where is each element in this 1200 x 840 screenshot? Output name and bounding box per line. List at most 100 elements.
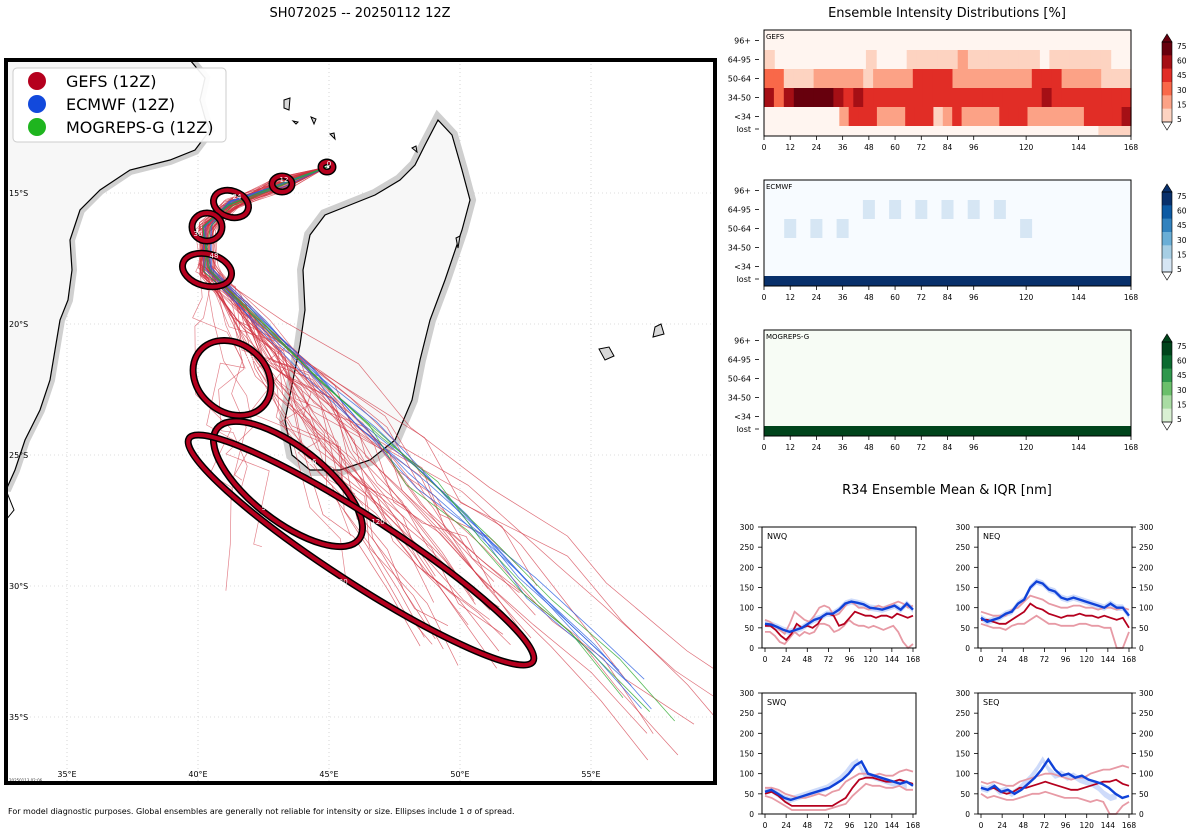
heatmap-cell-lost — [764, 276, 1131, 286]
legend-label-gefs: GEFS (12Z) — [66, 72, 156, 91]
uncertainty-ellipses — [178, 158, 538, 669]
r34-x-tick: 72 — [824, 655, 834, 664]
r34-y-tick: 300 — [956, 689, 971, 698]
lat-label: 30°S — [9, 582, 28, 591]
heatmap-cell — [784, 219, 797, 238]
r34-y-tick: 0 — [965, 810, 970, 819]
heatmap-x-tick: 36 — [838, 143, 848, 152]
colorbar-tick: 60 — [1177, 207, 1187, 216]
heatmap-cell — [971, 107, 981, 126]
heatmap-cell — [813, 69, 825, 88]
heatmap-cell — [952, 107, 963, 126]
heatmap-ecmwf: ECMWF 96+ 64-95 50-64 34-50 <34 lost 0 12 24 36 48 6… — [728, 179, 1187, 302]
heatmap-cell — [1020, 219, 1033, 238]
lon-label: 35°E — [57, 770, 76, 779]
heatmap-cell — [952, 69, 963, 88]
r34-x-tick: 168 — [906, 821, 921, 830]
heatmap-x-tick: 48 — [864, 293, 874, 302]
r34-x-tick: 168 — [906, 655, 921, 664]
tau-label: 12 — [280, 176, 289, 184]
heatmap-cell — [1083, 107, 1094, 126]
heatmap-cell — [1036, 107, 1047, 126]
tau-labels: 0 12 24 36 48 72 96 96 120 120 — [194, 160, 385, 586]
colorbar-tick: 5 — [1177, 115, 1182, 124]
heatmap-cell — [957, 50, 969, 69]
lon-label: 50°E — [450, 770, 469, 779]
ensemble-track — [203, 166, 654, 734]
ensemble-track — [201, 166, 356, 495]
r34-x-tick: 120 — [1080, 821, 1095, 830]
heatmap-cell — [980, 107, 991, 126]
heatmap-cell — [883, 88, 894, 107]
heatmap-cell — [833, 69, 844, 88]
small-islands — [283, 97, 665, 361]
ensemble-track — [194, 166, 351, 536]
colorbar-tick: 75 — [1177, 342, 1187, 351]
r34-y-tick: 250 — [956, 543, 971, 552]
tau-label: 120 — [334, 578, 347, 586]
heatmap-cell — [906, 50, 918, 69]
r34-y-tick: 100 — [740, 770, 755, 779]
r34-x-tick: 168 — [1122, 655, 1137, 664]
heatmap-cell — [1101, 69, 1112, 88]
heatmap-cell — [1059, 50, 1071, 69]
r34-title: R34 Ensemble Mean & IQR [nm] — [842, 483, 1052, 498]
colorbar-tick: 75 — [1177, 42, 1187, 51]
heatmap-cell — [947, 50, 959, 69]
r34-x-tick: 48 — [803, 655, 813, 664]
lat-labels: 15°S 20°S 25°S 30°S 35°S — [9, 189, 28, 722]
ensemble-track — [201, 166, 500, 652]
heatmap-cell — [1041, 69, 1053, 88]
tau-label: 72 — [246, 355, 255, 363]
legend-label-mogreps: MOGREPS-G (12Z) — [66, 118, 213, 137]
heatmap-cell — [962, 69, 973, 88]
heatmap-cell — [1081, 69, 1092, 88]
heatmap-cell — [915, 200, 928, 219]
heatmap-cell — [843, 88, 854, 107]
r34-y-tick: 100 — [956, 604, 971, 613]
heatmap-cell — [998, 50, 1010, 69]
heatmap-x-tick: 72 — [917, 293, 927, 302]
r34-y-tick: 150 — [956, 584, 971, 593]
heatmap-x-tick: 12 — [785, 143, 795, 152]
heatmap-cell — [1065, 107, 1076, 126]
heatmap-x-tick: 144 — [1071, 143, 1086, 152]
r34-y-tick: 200 — [740, 729, 755, 738]
heatmap-x-tick: 96 — [969, 443, 979, 452]
heatmap-cell — [1041, 88, 1053, 107]
heatmap-cell — [1021, 88, 1033, 107]
heatmap-x-tick: 168 — [1124, 293, 1139, 302]
r34-x-tick: 0 — [979, 655, 984, 664]
heatmap-panel-name: MOGREPS-G — [766, 333, 809, 341]
colorbar-ecmwf: 75 60 45 30 15 5 — [1161, 183, 1187, 281]
heatmap-cell — [933, 107, 944, 126]
heatmap-y-label: 34-50 — [728, 94, 751, 103]
r34-y-tick: 50 — [744, 790, 754, 799]
heatmap-x-tick: 84 — [943, 143, 953, 152]
r34-series-ecmwf-mean — [764, 600, 914, 634]
legend-label-ecmwf: ECMWF (12Z) — [66, 95, 175, 114]
heatmap-cell — [1055, 107, 1066, 126]
heatmap-y-label: <34 — [734, 263, 751, 272]
lon-label: 45°E — [319, 770, 338, 779]
r34-x-tick: 24 — [997, 821, 1007, 830]
r34-y-tick: 50 — [1139, 790, 1149, 799]
r34-x-tick: 24 — [997, 655, 1007, 664]
ensemble-track — [212, 166, 695, 725]
heatmap-x-tick: 120 — [1019, 143, 1034, 152]
heatmap-cell — [793, 88, 805, 107]
heatmap-cell — [988, 50, 1000, 69]
tau-label: 120 — [371, 518, 384, 526]
heatmap-y-label: 96+ — [734, 37, 751, 46]
heatmap-cell — [833, 88, 844, 107]
r34-series-gefs-iqr-low — [980, 790, 1130, 815]
heatmap-cell — [932, 69, 944, 88]
heatmap-cell — [1106, 126, 1116, 135]
heatmap-x-tick: 144 — [1071, 443, 1086, 452]
tau-label: 96 — [308, 458, 317, 466]
heatmap-y-label: 64-95 — [728, 206, 751, 215]
r34-series-gefs-mean — [765, 610, 914, 642]
heatmap-cell — [992, 88, 1003, 107]
map-title: SH072025 -- 20250112 12Z — [269, 6, 450, 21]
heatmap-cell — [764, 69, 775, 88]
